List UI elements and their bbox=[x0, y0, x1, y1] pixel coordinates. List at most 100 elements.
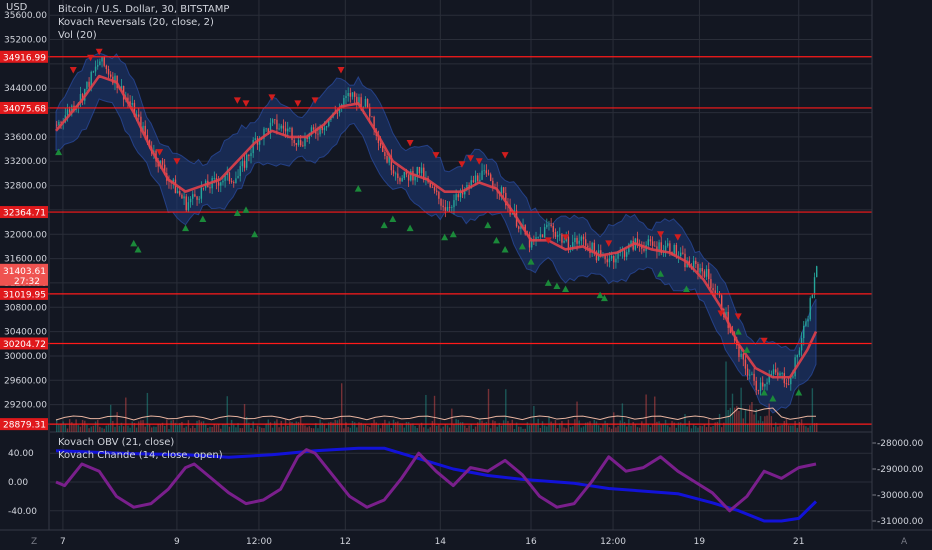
candle-body bbox=[220, 182, 222, 186]
time-tick-label: 12 bbox=[340, 537, 351, 547]
candle-body bbox=[796, 354, 798, 358]
volume-bar bbox=[569, 426, 572, 432]
candle-body bbox=[66, 109, 69, 116]
candle-body bbox=[366, 99, 369, 108]
volume-bar bbox=[66, 428, 69, 432]
candle-body bbox=[222, 180, 224, 183]
price-tick-label: 29200.00 bbox=[4, 401, 47, 411]
candle-body bbox=[79, 94, 82, 104]
sell-signal-marker bbox=[717, 310, 725, 317]
volume-bar bbox=[466, 427, 468, 432]
time-tick-label: 12:00 bbox=[246, 537, 272, 547]
price-tick-label: 35200.00 bbox=[4, 36, 47, 46]
volume-bar bbox=[420, 422, 423, 432]
candle-body bbox=[198, 198, 200, 200]
volume-bar bbox=[798, 421, 801, 432]
volume-bar bbox=[161, 422, 164, 432]
candle-body bbox=[369, 107, 371, 117]
horizontal-levels[interactable]: 34916.99 34075.68 32364.71 31019.95 30204.72… bbox=[0, 50, 872, 431]
level-price-tag[interactable] bbox=[0, 50, 48, 63]
volume-bar bbox=[282, 426, 285, 432]
volume-bar bbox=[129, 427, 131, 432]
candle-body bbox=[105, 65, 108, 69]
volume-bar bbox=[278, 427, 280, 432]
buy-signal-marker bbox=[134, 245, 142, 253]
level-price-tag[interactable] bbox=[0, 337, 48, 350]
sell-signal-marker bbox=[674, 234, 682, 241]
zoom-corner-button[interactable]: Z bbox=[31, 537, 38, 547]
buy-signal-marker bbox=[492, 236, 500, 244]
volume-bar bbox=[118, 425, 121, 432]
level-price-tag[interactable] bbox=[0, 418, 48, 431]
candle-body bbox=[114, 75, 116, 84]
sell-signal-marker bbox=[734, 313, 742, 320]
volume-bar bbox=[485, 422, 488, 432]
candle-body bbox=[591, 242, 593, 254]
candle-body bbox=[377, 135, 380, 144]
volume-bar bbox=[317, 428, 319, 432]
candle-body bbox=[606, 259, 608, 263]
sell-signal-marker bbox=[242, 100, 250, 107]
candle-body bbox=[816, 266, 818, 278]
volume-bar bbox=[762, 421, 764, 432]
volume-bar bbox=[77, 425, 79, 432]
volume-bar bbox=[690, 428, 693, 432]
candle-body bbox=[185, 196, 187, 211]
buy-signal-marker bbox=[242, 206, 250, 213]
price-axis-area[interactable] bbox=[0, 0, 49, 432]
symbol-title[interactable]: Bitcoin / U.S. Dollar, 30, BITSTAMP bbox=[58, 4, 230, 15]
level-price-label: 34916.99 bbox=[3, 53, 46, 63]
volume-bar bbox=[328, 422, 330, 432]
volume-bar bbox=[593, 419, 596, 432]
candle-body bbox=[371, 116, 373, 118]
candle-body bbox=[312, 127, 315, 130]
buy-signal-marker bbox=[518, 242, 526, 250]
volume-bar bbox=[567, 419, 570, 432]
candle-body bbox=[803, 325, 805, 339]
candle-body bbox=[265, 128, 267, 130]
candle-body bbox=[500, 187, 503, 194]
candle-body bbox=[252, 140, 254, 154]
volume-bar bbox=[418, 424, 421, 432]
candle-body bbox=[649, 239, 652, 242]
volume-bar bbox=[489, 428, 492, 432]
volume-bar bbox=[619, 420, 621, 432]
buy-signal-marker bbox=[527, 258, 535, 265]
current-price-tag[interactable] bbox=[0, 263, 48, 286]
sell-signal-marker bbox=[95, 48, 103, 56]
indicator-legend-volume[interactable]: Vol (20) bbox=[58, 30, 97, 41]
indicator-legend-reversals[interactable]: Kovach Reversals (20, close, 2) bbox=[58, 17, 214, 28]
volume-bar bbox=[185, 426, 187, 432]
volume-bar bbox=[688, 420, 691, 432]
volume-bar bbox=[721, 427, 723, 432]
candle-body bbox=[384, 152, 386, 157]
candle-body bbox=[762, 382, 764, 387]
buy-signal-marker bbox=[449, 230, 457, 238]
candle-body bbox=[673, 244, 675, 256]
volume-bar bbox=[295, 421, 298, 432]
indicator-legend-obv[interactable]: Kovach OBV (21, close) bbox=[58, 437, 175, 448]
time-axis[interactable]: 7 9 12:00 12 14 16 12:00 19 21 bbox=[0, 529, 932, 547]
level-price-tag[interactable] bbox=[0, 101, 48, 114]
indicator-legend-chande[interactable]: Kovach Chande (14, close, open) bbox=[58, 450, 223, 461]
volume-bar bbox=[787, 425, 790, 432]
candle-body bbox=[448, 206, 451, 208]
volume-bar bbox=[207, 427, 209, 432]
candle-body bbox=[360, 97, 362, 109]
volume-bar bbox=[697, 427, 699, 432]
auto-scale-button[interactable]: A bbox=[901, 537, 908, 547]
candle-body bbox=[813, 277, 816, 295]
volume-bar bbox=[658, 421, 660, 432]
price-tick-label: 29600.00 bbox=[4, 376, 47, 386]
volume-bar bbox=[362, 424, 364, 432]
level-price-tag[interactable] bbox=[0, 206, 48, 219]
price-axis[interactable]: 29200.00 29600.00 30000.00 30400.00 30800.00… bbox=[0, 0, 873, 530]
buy-signal-marker bbox=[743, 346, 751, 353]
candle-body bbox=[502, 187, 505, 193]
time-tick-label: 19 bbox=[694, 537, 706, 547]
buy-signal-marker bbox=[544, 279, 552, 286]
level-price-tag[interactable] bbox=[0, 287, 48, 300]
buy-signal-marker bbox=[233, 209, 241, 216]
volume-bar bbox=[546, 426, 548, 432]
